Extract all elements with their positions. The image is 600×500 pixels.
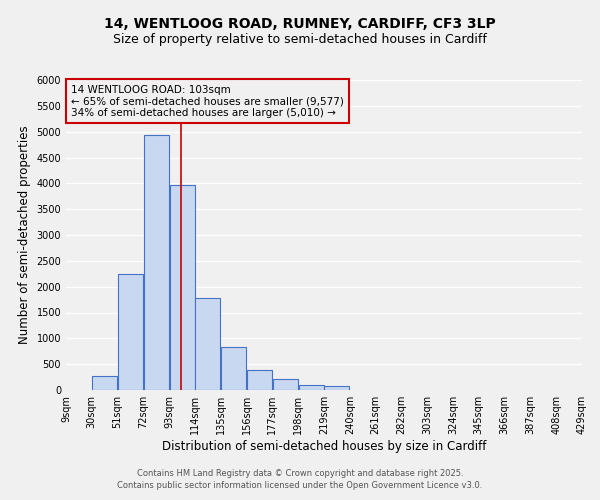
Y-axis label: Number of semi-detached properties: Number of semi-detached properties: [18, 126, 31, 344]
X-axis label: Distribution of semi-detached houses by size in Cardiff: Distribution of semi-detached houses by …: [162, 440, 486, 453]
Bar: [170, 186, 194, 390]
Bar: [325, 386, 349, 390]
Bar: [92, 376, 117, 390]
Bar: [299, 385, 323, 390]
Bar: [221, 346, 246, 390]
Text: Contains public sector information licensed under the Open Government Licence v3: Contains public sector information licen…: [118, 481, 482, 490]
Bar: [196, 298, 220, 390]
Text: Contains HM Land Registry data © Crown copyright and database right 2025.: Contains HM Land Registry data © Crown c…: [137, 468, 463, 477]
Text: 14 WENTLOOG ROAD: 103sqm
← 65% of semi-detached houses are smaller (9,577)
34% o: 14 WENTLOOG ROAD: 103sqm ← 65% of semi-d…: [71, 84, 344, 118]
Text: Size of property relative to semi-detached houses in Cardiff: Size of property relative to semi-detach…: [113, 32, 487, 46]
Bar: [247, 370, 272, 390]
Bar: [144, 136, 169, 390]
Bar: [273, 379, 298, 390]
Text: 14, WENTLOOG ROAD, RUMNEY, CARDIFF, CF3 3LP: 14, WENTLOOG ROAD, RUMNEY, CARDIFF, CF3 …: [104, 18, 496, 32]
Bar: [118, 274, 143, 390]
